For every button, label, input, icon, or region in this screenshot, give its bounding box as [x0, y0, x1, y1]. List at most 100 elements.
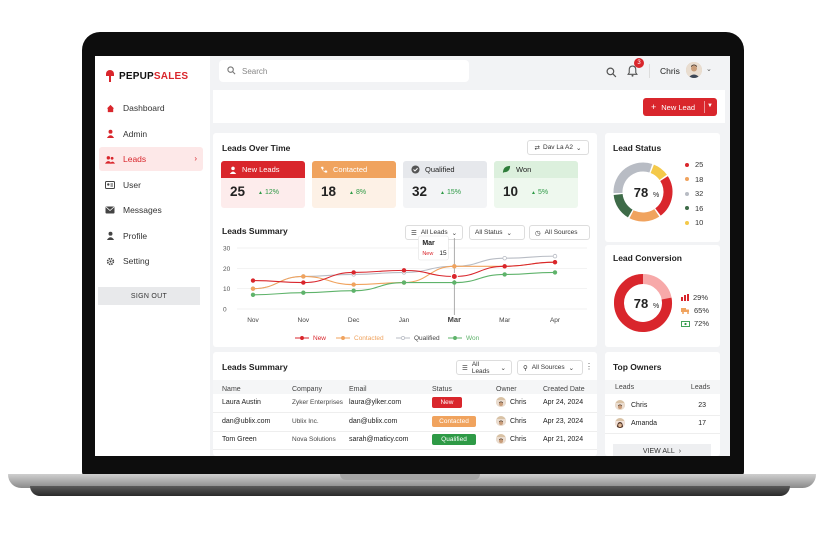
cell-email[interactable]: dan@ublix.com	[349, 417, 398, 425]
user-icon	[105, 129, 115, 139]
cell-date: Apr 21, 2024	[543, 436, 584, 443]
column-header[interactable]: Name	[222, 386, 241, 393]
donut-progress[interactable]	[614, 274, 672, 332]
legend-label[interactable]: Won	[466, 335, 480, 342]
period-select[interactable]: ⇄ Dav La A2 ⌄	[527, 140, 589, 155]
card-title: Lead Conversion	[613, 253, 682, 263]
all-sources-filter[interactable]: ◷ All Sources	[529, 225, 590, 240]
data-point[interactable]	[301, 274, 306, 279]
legend-label[interactable]: Qualified	[414, 335, 440, 342]
id-card-icon	[105, 180, 115, 190]
kpi-change-value: 5%	[537, 189, 549, 196]
column-header[interactable]: Status	[432, 386, 452, 393]
legend-label[interactable]: New	[313, 335, 326, 342]
data-point[interactable]	[401, 268, 407, 273]
list-item[interactable]: Chris 23	[605, 398, 720, 416]
sidebar-item-leads[interactable]: Leads ›	[99, 147, 203, 171]
legend-label[interactable]: Contacted	[354, 335, 384, 342]
swap-icon: ⇄	[534, 144, 540, 152]
column-header[interactable]: Company	[292, 386, 322, 393]
data-point[interactable]	[351, 288, 356, 293]
cell-owner: Chris	[510, 399, 527, 406]
data-point[interactable]	[250, 278, 256, 283]
all-leads-filter[interactable]: ☰ All Leads ⌄	[456, 360, 512, 375]
legend-value: 72%	[694, 319, 710, 328]
sidebar-item-label: Messages	[123, 205, 162, 215]
kpi-tile-contacted[interactable]: Contacted 18 ▲ 8%	[312, 161, 396, 208]
data-point[interactable]	[552, 260, 558, 265]
sidebar-item-dashboard[interactable]: Dashboard	[99, 96, 203, 120]
table-row[interactable]: Tom Green Nova Solutions sarah@maticy.com Q…	[213, 432, 597, 450]
donut-segment[interactable]	[613, 162, 653, 194]
bell-icon[interactable]	[627, 64, 638, 82]
chevron-down-icon[interactable]: ▼	[707, 103, 713, 109]
chevron-down-icon: ⌄	[500, 364, 506, 372]
data-point[interactable]	[301, 290, 306, 295]
highlighted-point	[450, 272, 458, 280]
data-point[interactable]	[250, 292, 256, 297]
column-header[interactable]: Created Date	[543, 386, 585, 393]
tooltip-month: Mar	[422, 240, 435, 247]
sign-out-button[interactable]: SIGN OUT	[98, 287, 200, 305]
data-point[interactable]	[351, 282, 356, 287]
column-header[interactable]: Owner	[496, 386, 517, 393]
all-status-filter[interactable]: All Status ⌄	[469, 225, 525, 240]
data-point[interactable]	[552, 270, 558, 275]
sidebar-item-messages[interactable]: Messages	[99, 198, 203, 222]
chevron-down-icon[interactable]: ⌄	[706, 66, 712, 73]
data-point[interactable]	[250, 286, 256, 291]
user-name[interactable]: Chris	[660, 66, 680, 76]
data-point[interactable]	[351, 270, 356, 275]
filter-value: All Sources	[531, 364, 565, 371]
table-row[interactable]: Laura Austin Zyker Enterprises laura@ylker…	[213, 395, 597, 413]
sidebar-item-admin[interactable]: Admin	[99, 122, 203, 146]
table-row[interactable]: dan@ublix.com Ublix Inc. dan@ublix.com Cont…	[213, 414, 597, 432]
all-sources-filter[interactable]: ⚲ All Sources ⌄	[517, 360, 583, 375]
cell-name: dan@ublix.com	[222, 417, 271, 425]
sidebar-item-profile[interactable]: Profile	[99, 224, 203, 248]
donut-segment[interactable]	[650, 164, 667, 181]
data-point[interactable]	[401, 280, 407, 285]
kpi-tile-new-leads[interactable]: New Leads 25 ▲ 12%	[221, 161, 305, 208]
list-item[interactable]: Amanda 17	[605, 416, 720, 434]
kpi-tile-won[interactable]: Won 10 ▲ 5%	[494, 161, 578, 208]
cell-company: Nova Solutions	[292, 436, 336, 443]
card-title: Leads Over Time	[222, 143, 291, 153]
cell-owner: Chris	[510, 436, 527, 443]
sidebar-item-user[interactable]: User	[99, 173, 203, 197]
x-tick-label: Nov	[247, 317, 259, 324]
donut-center-unit: %	[653, 303, 659, 310]
data-point[interactable]	[502, 264, 507, 269]
avatar	[496, 434, 506, 444]
data-point[interactable]	[502, 255, 507, 261]
data-point[interactable]	[452, 264, 457, 269]
data-point[interactable]	[552, 253, 558, 259]
cell-email[interactable]: laura@ylker.com	[349, 399, 402, 406]
sidebar-item-setting[interactable]: Setting	[99, 249, 203, 273]
kpi-tile-qualified[interactable]: Qualified 32 ▲ 15%	[403, 161, 487, 208]
search-icon[interactable]	[606, 65, 617, 83]
view-all-button[interactable]: VIEW ALL ›	[613, 444, 711, 456]
data-point[interactable]	[452, 280, 457, 285]
new-lead-button[interactable]: + New Lead ▼	[643, 98, 717, 116]
avatar[interactable]	[686, 62, 702, 78]
legend-item: 18	[685, 175, 703, 184]
legend-value: 25	[695, 160, 704, 169]
legend-item: 65%	[681, 306, 709, 315]
kpi-change-value: 15%	[446, 189, 461, 196]
column-header[interactable]: Email	[349, 386, 367, 393]
kpi-header: New Leads	[221, 161, 305, 178]
data-point[interactable]	[502, 272, 507, 277]
donut-segment[interactable]	[629, 208, 660, 222]
more-icon[interactable]: ⋮	[585, 362, 593, 371]
app-logo[interactable]: PEPUPSALES	[105, 70, 188, 82]
search-input[interactable]: Search	[219, 60, 469, 82]
donut-segment[interactable]	[655, 176, 673, 216]
legend-item: 29%	[681, 293, 708, 302]
cell-email[interactable]: sarah@maticy.com	[349, 436, 409, 443]
donut-segment[interactable]	[613, 193, 633, 218]
leads-over-time-card: Leads Over Time ⇄ Dav La A2 ⌄ New Leads 2…	[213, 133, 597, 347]
data-point[interactable]	[301, 280, 306, 285]
app-screen: PEPUPSALES Dashboard Admin Leads › User Messa…	[95, 56, 730, 456]
new-lead-label: New Lead	[661, 102, 696, 112]
